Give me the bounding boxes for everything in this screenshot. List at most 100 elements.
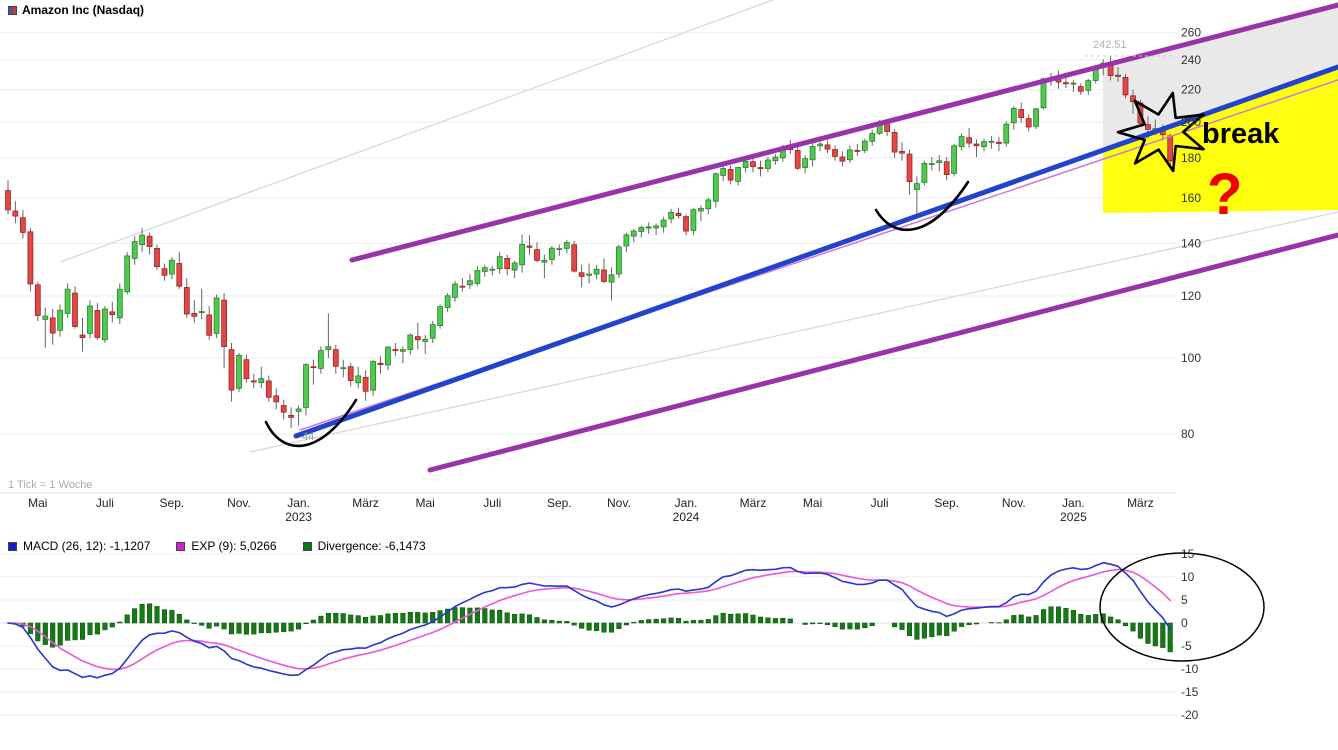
candle [928, 163, 935, 165]
histogram-bar [504, 612, 510, 624]
histogram-bar [765, 617, 771, 624]
candle [1130, 95, 1136, 103]
histogram-bar [1115, 619, 1121, 624]
svg-text:-10: -10 [1181, 662, 1199, 676]
histogram-bar [929, 622, 935, 638]
candle [444, 295, 451, 308]
swoosh-2023-low [264, 398, 358, 448]
svg-text:2023: 2023 [285, 510, 312, 524]
candle [370, 361, 376, 391]
question-annotation: ? [1207, 162, 1242, 227]
candle [534, 249, 540, 261]
svg-text:Sep.: Sep. [934, 496, 959, 510]
macd-swatch [8, 541, 17, 551]
histogram-bar [892, 622, 898, 628]
histogram-bar [377, 615, 384, 624]
candle [64, 288, 71, 314]
candle [645, 226, 652, 229]
candle [42, 315, 49, 320]
page-title: Amazon Inc (Nasdaq) [22, 3, 145, 17]
faint-channel-lower [249, 211, 1338, 453]
macd-chart: 15 10 5 0 -5 -10 -15 -20 [0, 547, 1265, 722]
candle [817, 143, 823, 147]
histogram-bar [608, 622, 615, 633]
histogram-bar [1122, 622, 1129, 627]
candle [943, 161, 950, 175]
histogram-bar [1108, 616, 1114, 624]
histogram-bar [497, 609, 503, 624]
svg-text:-20: -20 [1181, 708, 1199, 722]
candle [616, 246, 622, 275]
svg-text:-5: -5 [1181, 639, 1192, 653]
candle [407, 334, 414, 350]
signal-line [7, 568, 1171, 671]
candle [891, 132, 898, 153]
candle [541, 259, 548, 263]
histogram-bar [824, 622, 831, 625]
histogram-bar [258, 622, 264, 634]
histogram-bar [653, 618, 659, 624]
candle [79, 334, 86, 338]
histogram-bar [1003, 619, 1009, 624]
svg-text:-15: -15 [1181, 685, 1199, 699]
histogram-bar [407, 611, 413, 624]
histogram-bar [832, 622, 838, 628]
candle [720, 168, 727, 176]
candle [5, 190, 11, 211]
candle [563, 242, 570, 249]
divergence-value-label: Divergence: -6,1473 [317, 539, 426, 553]
candle [169, 259, 175, 275]
candle [921, 163, 928, 183]
candle [1003, 123, 1010, 144]
candle [824, 144, 831, 150]
candle [1077, 86, 1084, 92]
candle [504, 258, 511, 270]
histogram-bar [65, 622, 71, 641]
exp-swatch [176, 541, 186, 551]
svg-text:Jan.: Jan. [287, 496, 310, 510]
candle [988, 140, 995, 143]
histogram-bar [206, 622, 212, 629]
candle [452, 283, 458, 298]
histogram-bar [743, 613, 749, 624]
svg-text:200: 200 [1181, 115, 1201, 129]
candle [794, 150, 801, 169]
histogram-bar [489, 609, 495, 624]
macd-legend: MACD (26, 12): -1,1207 EXP (9): 5,0266 D… [8, 539, 426, 553]
candle [12, 210, 19, 217]
histogram-bar [869, 622, 875, 627]
histogram-bar [310, 619, 316, 624]
histogram-bar [57, 622, 63, 646]
break-label: break [1202, 118, 1280, 150]
svg-text:März: März [1127, 496, 1154, 510]
candle [802, 158, 808, 168]
histogram-bar [549, 620, 555, 624]
candle [355, 375, 362, 384]
candle [139, 234, 145, 246]
candle [1010, 107, 1017, 124]
svg-text:Nov.: Nov. [227, 496, 251, 510]
svg-text:2024: 2024 [673, 510, 700, 524]
histogram-bar [94, 622, 100, 635]
highlight-regions [1103, 5, 1338, 213]
candle [102, 308, 108, 341]
candle [996, 141, 1002, 144]
histogram-bar [1160, 622, 1166, 648]
histogram-bar [228, 622, 235, 635]
histogram-bar [340, 613, 346, 624]
price-chart: 242.51 44 break? 1 Tick = 1 Woche 80 100 120 14… [0, 0, 1338, 524]
candle [623, 234, 630, 247]
svg-text:140: 140 [1181, 237, 1201, 251]
histogram-bar [921, 622, 927, 639]
svg-text:2025: 2025 [1060, 510, 1087, 524]
svg-text:80: 80 [1181, 427, 1195, 441]
histogram-bar [422, 612, 428, 624]
candle [1167, 135, 1174, 162]
svg-text:Nov.: Nov. [1002, 496, 1026, 510]
svg-text:5: 5 [1181, 593, 1188, 607]
trend-channel [293, 2, 1338, 473]
svg-text:Juli: Juli [96, 496, 114, 510]
low-tag-label: 44 [302, 431, 314, 443]
candle [414, 336, 421, 341]
histogram-bar [690, 620, 696, 624]
